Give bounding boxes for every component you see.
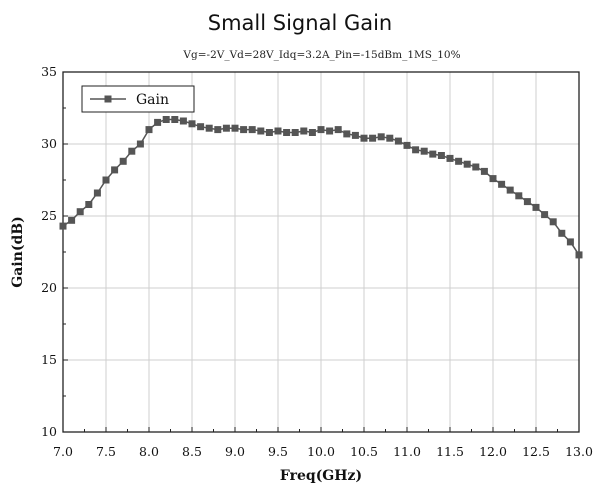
gain-data-point [394,137,402,145]
gain-data-point [386,134,394,142]
gain-data-point [102,176,110,184]
chart-subtitle: Vg=-2V_Vd=28V_Idq=3.2A_Pin=-15dBm_1MS_10… [182,49,460,61]
gain-data-point [566,238,574,246]
gain-data-point [291,129,299,136]
gain-data-point [463,160,471,168]
gain-data-point [446,154,454,162]
gain-data-point [420,147,428,155]
gain-data-point [154,118,162,126]
x-tick-label: 9.0 [225,444,245,459]
legend: Gain [81,85,195,113]
gain-data-point [429,150,437,158]
gain-data-point [412,146,420,154]
gain-data-point [59,222,67,230]
gain-data-point [498,180,506,188]
x-tick-label: 13.0 [565,444,593,459]
y-tick-label: 20 [41,280,57,295]
gain-data-point [85,201,93,208]
gain-data-point [558,229,566,237]
x-tick-label: 10.5 [350,444,378,459]
y-tick-label: 15 [41,352,57,367]
y-tick-label: 25 [41,208,57,223]
gain-data-point [403,141,411,149]
gain-data-point [523,198,531,206]
gain-data-point [68,216,76,224]
gain-data-point [257,127,265,135]
gain-data-point [179,117,187,125]
gain-data-point [171,116,179,123]
y-axis-title: Gain(dB) [10,216,26,287]
gain-data-point [197,123,205,131]
gain-data-point [334,126,342,134]
gain-data-point [532,203,540,211]
gain-data-point [455,157,463,165]
gain-data-point [248,126,256,134]
x-axis-title: Freq(GHz) [280,468,362,484]
gain-data-point [515,192,523,200]
gain-data-point [377,133,385,141]
chart-title: Small Signal Gain [208,11,392,35]
gain-data-point [317,126,325,134]
x-tick-label: 12.5 [522,444,550,459]
x-tick-label: 7.0 [53,444,73,459]
y-tick-label: 30 [41,136,57,151]
gain-data-point [136,140,144,148]
y-tick-label: 35 [41,64,57,79]
gain-data-point [265,129,273,136]
gain-data-point [111,166,119,174]
series-layer [59,116,583,259]
x-tick-label: 8.5 [182,444,202,459]
gain-data-point [308,129,316,136]
gain-data-point [76,208,84,216]
x-tick-label: 8.0 [139,444,159,459]
legend-marker-swatch [104,95,112,103]
x-tick-label: 11.5 [436,444,464,459]
x-tick-label: 12.0 [479,444,507,459]
x-tick-label: 11.0 [393,444,421,459]
gain-data-point [119,157,127,165]
gain-data-point [240,126,248,134]
gain-data-point [489,175,497,183]
gain-data-point [480,167,488,175]
gain-data-point [326,127,334,135]
gain-data-point [549,218,557,226]
x-tick-label: 7.5 [96,444,116,459]
gain-data-point [506,186,514,194]
gain-data-point [214,126,222,134]
gain-data-point [145,126,153,134]
gain-data-point [472,163,480,171]
gain-data-point [575,251,583,259]
gain-data-point [437,152,445,159]
gain-data-point [300,127,308,135]
y-tick-label: 10 [41,424,57,439]
ticks-layer: 7.0 7.5 8.0 8.5 9.0 9.5 10.0 10.5 11.0 11.5 12.0 12… [41,64,593,459]
gain-data-point [188,120,196,128]
gain-data-point [351,131,359,139]
gain-data-point [541,211,549,219]
legend-label-gain: Gain [136,92,169,108]
gain-data-point [93,189,101,197]
gain-data-point [222,124,230,132]
gain-data-point [231,124,239,132]
x-tick-label: 10.0 [307,444,335,459]
gain-data-point [369,134,377,142]
gain-data-point [128,147,136,155]
grid-layer [63,72,579,432]
gain-data-point [360,134,368,142]
gain-data-point [162,116,170,123]
gain-data-point [343,130,351,138]
x-tick-label: 9.5 [268,444,288,459]
gain-data-point [274,127,282,135]
gain-data-point [283,129,291,136]
gain-data-point [205,124,213,132]
